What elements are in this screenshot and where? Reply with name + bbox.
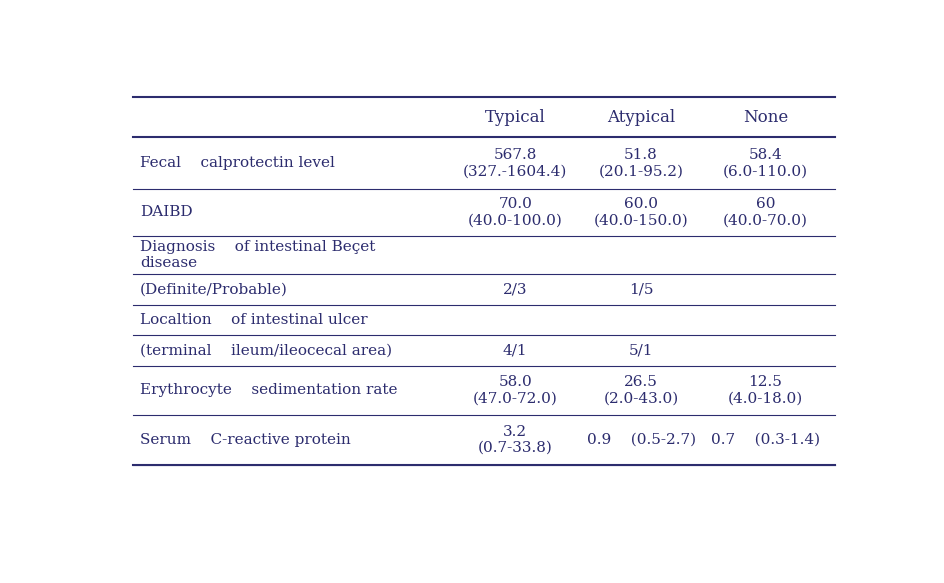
Text: 58.4
(6.0-110.0): 58.4 (6.0-110.0): [723, 148, 808, 178]
Text: (terminal    ileum/ileocecal area): (terminal ileum/ileocecal area): [140, 343, 392, 357]
Text: 26.5
(2.0-43.0): 26.5 (2.0-43.0): [603, 375, 679, 406]
Text: Fecal    calprotectin level: Fecal calprotectin level: [140, 156, 335, 170]
Text: 1/5: 1/5: [629, 283, 653, 297]
Text: 0.7    (0.3-1.4): 0.7 (0.3-1.4): [711, 433, 820, 447]
Text: Atypical: Atypical: [607, 108, 675, 125]
Text: (Definite/Probable): (Definite/Probable): [140, 283, 288, 297]
Text: Localtion    of intestinal ulcer: Localtion of intestinal ulcer: [140, 313, 367, 327]
Text: 12.5
(4.0-18.0): 12.5 (4.0-18.0): [728, 375, 803, 406]
Text: 51.8
(20.1-95.2): 51.8 (20.1-95.2): [598, 148, 683, 178]
Text: 70.0
(40.0-100.0): 70.0 (40.0-100.0): [468, 198, 563, 227]
Text: 567.8
(327.-1604.4): 567.8 (327.-1604.4): [464, 148, 567, 178]
Text: 60
(40.0-70.0): 60 (40.0-70.0): [723, 198, 808, 227]
Text: 5/1: 5/1: [629, 343, 653, 357]
Text: Typical: Typical: [485, 108, 546, 125]
Text: 4/1: 4/1: [503, 343, 528, 357]
Text: DAIBD: DAIBD: [140, 205, 193, 219]
Text: 0.9    (0.5-2.7): 0.9 (0.5-2.7): [586, 433, 696, 447]
Text: Serum    C-reactive protein: Serum C-reactive protein: [140, 433, 351, 447]
Text: 3.2
(0.7-33.8): 3.2 (0.7-33.8): [478, 425, 552, 455]
Text: 2/3: 2/3: [503, 283, 528, 297]
Text: None: None: [743, 108, 788, 125]
Text: Erythrocyte    sedimentation rate: Erythrocyte sedimentation rate: [140, 384, 397, 398]
Text: Diagnosis    of intestinal Beçet
disease: Diagnosis of intestinal Beçet disease: [140, 240, 376, 271]
Text: 58.0
(47.0-72.0): 58.0 (47.0-72.0): [473, 375, 558, 406]
Text: 60.0
(40.0-150.0): 60.0 (40.0-150.0): [594, 198, 688, 227]
